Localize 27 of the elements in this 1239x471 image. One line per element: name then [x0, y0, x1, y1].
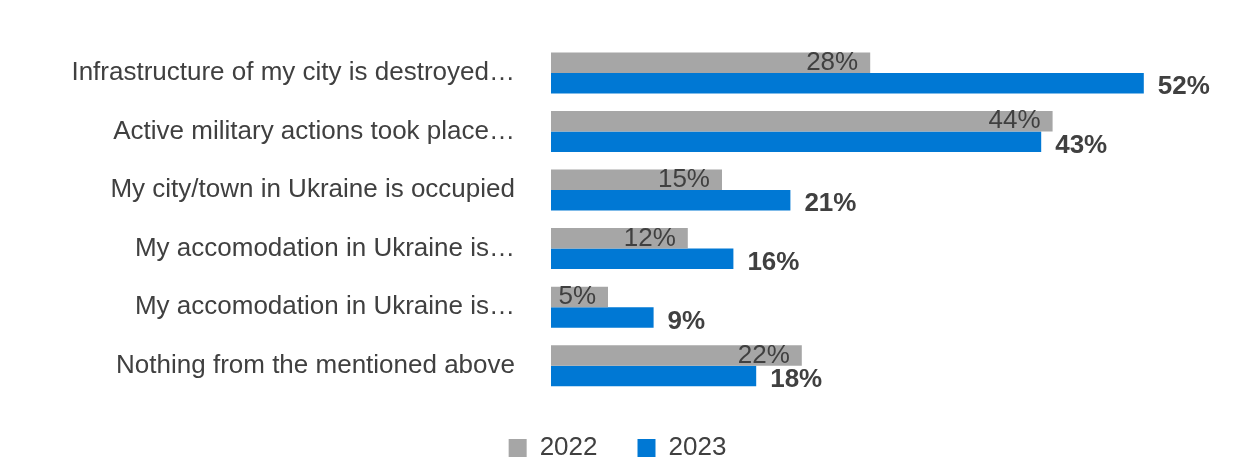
bar — [551, 248, 734, 270]
data-label: 44% — [988, 104, 1041, 135]
data-label: 15% — [657, 162, 710, 193]
bar — [551, 345, 802, 366]
bar — [551, 307, 654, 328]
data-label: 52% — [1157, 70, 1210, 101]
legend-label: 2023 — [668, 431, 727, 462]
data-label: 21% — [804, 187, 857, 218]
y-tick-label: Infrastructure of my city is destroyed… — [71, 56, 515, 87]
y-tick-label: My accomodation in Ukraine is… — [134, 231, 515, 262]
data-label: 9% — [667, 304, 706, 335]
bar — [551, 190, 791, 211]
data-label: 12% — [623, 221, 676, 252]
y-tick-label: My city/town in Ukraine is occupied — [110, 173, 515, 204]
bar — [551, 131, 1042, 152]
bar — [551, 110, 1053, 132]
data-label: 16% — [747, 246, 800, 276]
legend-label: 2022 — [539, 431, 598, 462]
y-tick-label: Active military actions took place… — [113, 114, 515, 145]
y-tick-label: My accomodation in Ukraine is… — [134, 290, 515, 321]
data-label: 5% — [558, 280, 596, 311]
data-label: 28% — [806, 45, 859, 76]
bar — [551, 72, 1144, 94]
bar — [551, 365, 757, 387]
data-label: 43% — [1055, 128, 1108, 159]
bar — [551, 52, 871, 73]
y-tick-label: Nothing from the mentioned above — [116, 348, 515, 379]
